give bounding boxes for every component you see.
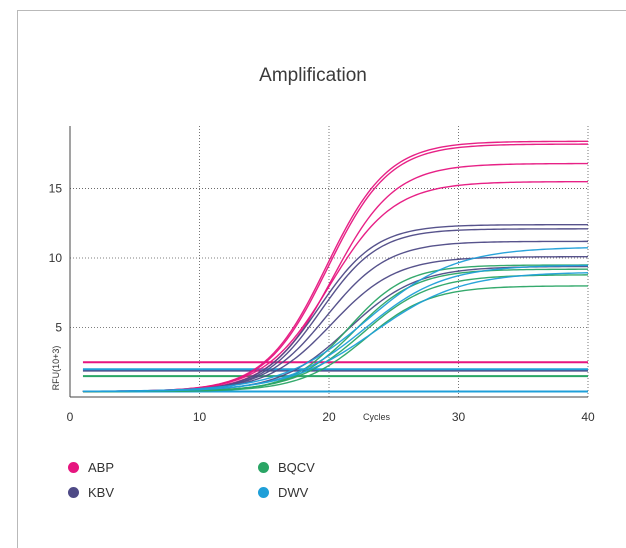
x-axis-label: Cycles [363,412,391,422]
legend-item-bqcv: BQCV [258,460,448,475]
x-tick-label: 20 [322,410,336,424]
curve-bqcv [82,274,589,393]
y-axis-label: RFU(10+3) [51,346,61,391]
legend-item-kbv: KBV [68,485,258,500]
chart-frame [17,10,626,548]
legend-label: KBV [88,485,115,500]
curve-dwv [82,272,589,392]
baseline-lines [82,361,588,393]
legend-label: BQCV [278,460,315,475]
x-tick-label: 0 [67,410,74,424]
x-tick-label: 40 [581,410,595,424]
chart-title: Amplification [259,65,367,86]
curve-abp [82,140,588,393]
legend-item-abp: ABP [68,460,258,475]
legend-label: DWV [278,485,309,500]
tick-labels: 0 10 20 30 40 5 10 15 [49,182,595,424]
y-tick-label: 15 [49,182,63,196]
y-tick-label: 10 [49,251,63,265]
curve-kbv [82,223,588,393]
legend-dot [68,462,79,473]
legend: ABP BQCV KBV DWV [68,460,448,500]
legend-label: ABP [88,460,115,475]
legend-dot [68,487,79,498]
legend-item-dwv: DWV [258,485,448,500]
x-tick-label: 30 [452,410,466,424]
legend-dot [258,487,269,498]
y-tick-label: 5 [55,321,62,335]
x-tick-label: 10 [193,410,207,424]
legend-dot [258,462,269,473]
axes [69,126,588,398]
amplification-curves [82,140,589,393]
